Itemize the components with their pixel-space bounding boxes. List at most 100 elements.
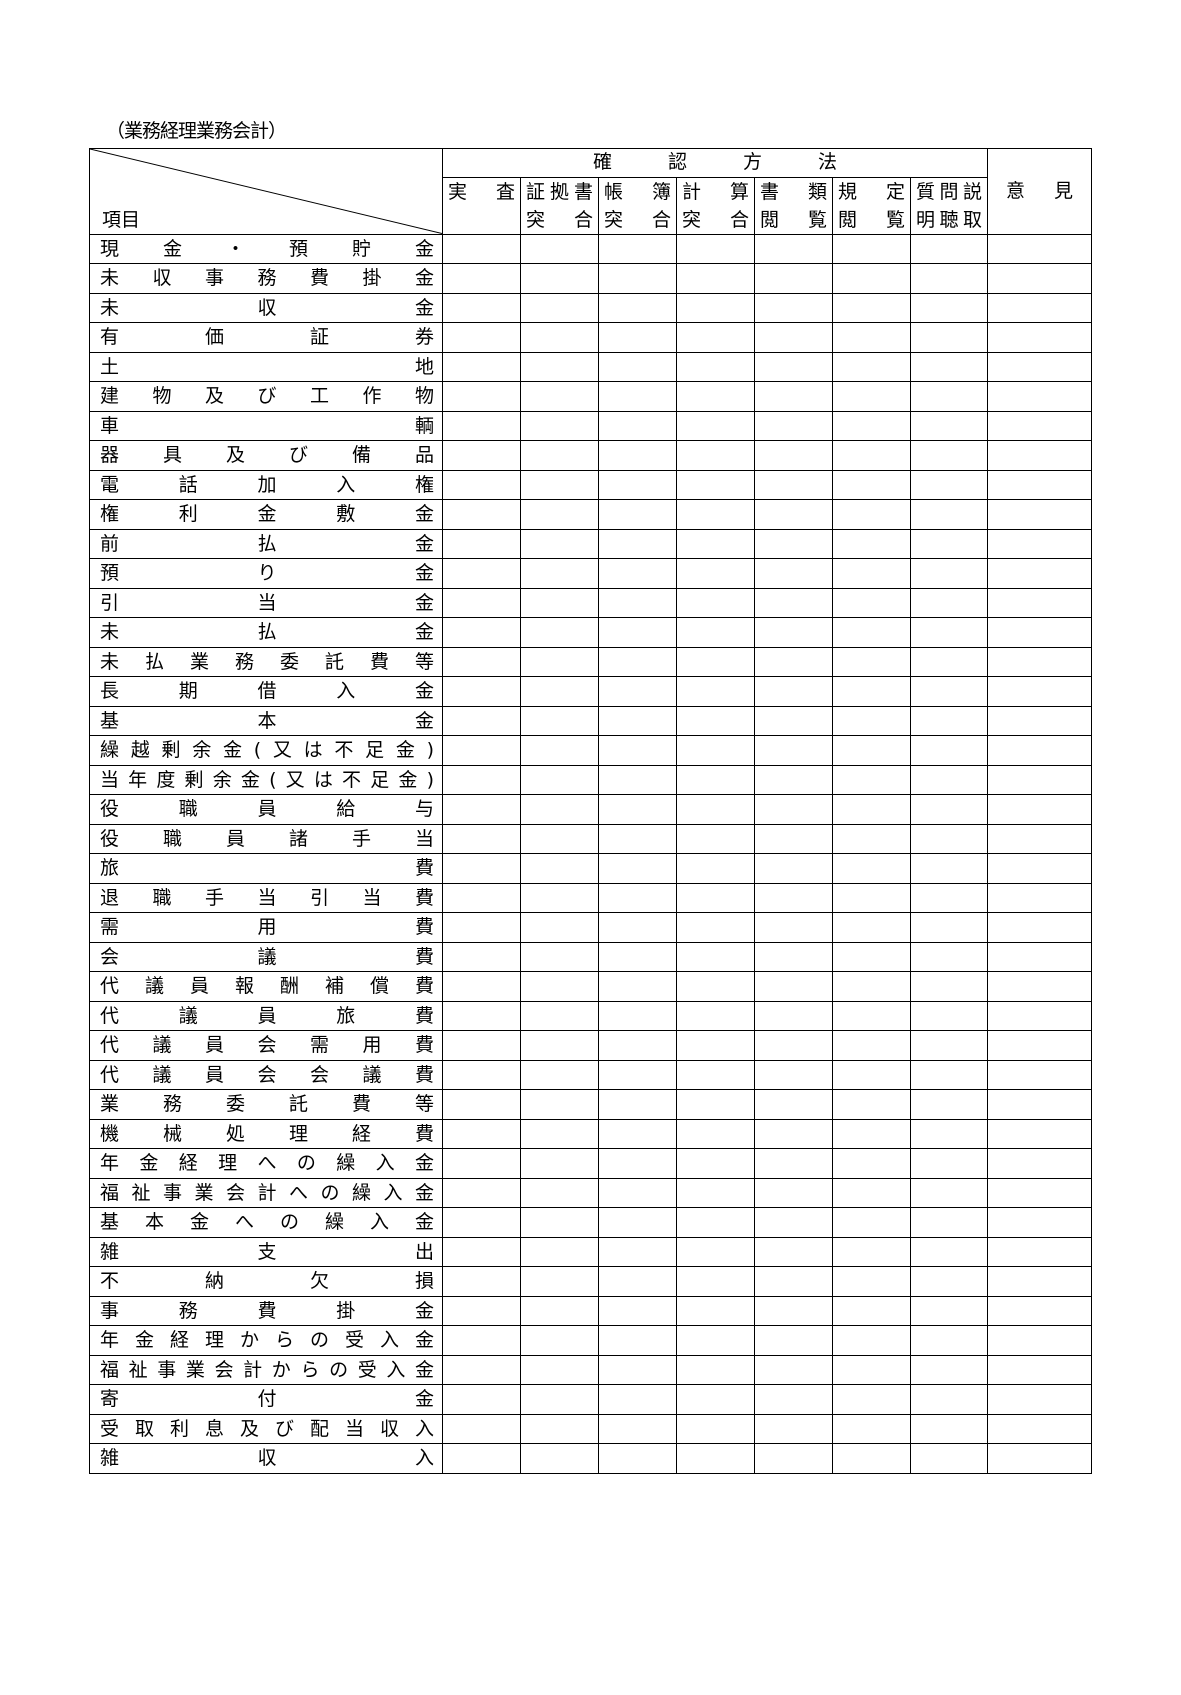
method-check-cell[interactable] [910,705,988,736]
opinion-cell[interactable] [987,1413,1092,1444]
method-check-cell[interactable] [520,617,599,648]
method-check-cell[interactable] [910,322,988,353]
method-check-cell[interactable] [676,440,755,471]
method-check-cell[interactable] [598,971,677,1002]
method-check-cell[interactable] [754,794,833,825]
method-check-cell[interactable] [832,941,911,972]
method-check-cell[interactable] [520,1413,599,1444]
method-check-cell[interactable] [676,646,755,677]
method-check-cell[interactable] [676,1443,755,1474]
method-check-cell[interactable] [442,1413,521,1444]
method-check-cell[interactable] [832,263,911,294]
method-check-cell[interactable] [910,1089,988,1120]
opinion-cell[interactable] [987,794,1092,825]
method-check-cell[interactable] [832,1207,911,1238]
opinion-cell[interactable] [987,587,1092,618]
opinion-cell[interactable] [987,1295,1092,1326]
method-check-cell[interactable] [676,882,755,913]
method-check-cell[interactable] [598,617,677,648]
method-check-cell[interactable] [442,1236,521,1267]
method-check-cell[interactable] [676,469,755,500]
method-check-cell[interactable] [754,1089,833,1120]
method-check-cell[interactable] [754,1059,833,1090]
method-check-cell[interactable] [598,705,677,736]
method-check-cell[interactable] [676,1207,755,1238]
method-check-cell[interactable] [832,1236,911,1267]
method-check-cell[interactable] [442,351,521,382]
method-check-cell[interactable] [520,794,599,825]
method-check-cell[interactable] [832,1030,911,1061]
method-check-cell[interactable] [598,646,677,677]
method-check-cell[interactable] [754,322,833,353]
method-check-cell[interactable] [598,1030,677,1061]
method-check-cell[interactable] [442,794,521,825]
method-check-cell[interactable] [676,1148,755,1179]
method-check-cell[interactable] [598,1207,677,1238]
method-check-cell[interactable] [520,528,599,559]
method-check-cell[interactable] [442,853,521,884]
method-check-cell[interactable] [442,587,521,618]
method-check-cell[interactable] [598,322,677,353]
method-check-cell[interactable] [832,1443,911,1474]
method-check-cell[interactable] [442,882,521,913]
method-check-cell[interactable] [832,351,911,382]
method-check-cell[interactable] [754,1207,833,1238]
method-check-cell[interactable] [832,322,911,353]
method-check-cell[interactable] [520,410,599,441]
method-check-cell[interactable] [832,1384,911,1415]
method-check-cell[interactable] [676,1059,755,1090]
method-check-cell[interactable] [832,587,911,618]
method-check-cell[interactable] [520,1207,599,1238]
method-check-cell[interactable] [754,676,833,707]
method-check-cell[interactable] [442,1207,521,1238]
opinion-cell[interactable] [987,381,1092,412]
method-check-cell[interactable] [832,1059,911,1090]
method-check-cell[interactable] [832,558,911,589]
method-check-cell[interactable] [520,882,599,913]
method-check-cell[interactable] [754,292,833,323]
method-check-cell[interactable] [520,1384,599,1415]
method-check-cell[interactable] [598,1443,677,1474]
method-check-cell[interactable] [754,1413,833,1444]
method-check-cell[interactable] [832,440,911,471]
method-check-cell[interactable] [754,764,833,795]
method-check-cell[interactable] [442,646,521,677]
method-check-cell[interactable] [442,823,521,854]
opinion-cell[interactable] [987,735,1092,766]
method-check-cell[interactable] [442,1089,521,1120]
opinion-cell[interactable] [987,292,1092,323]
method-check-cell[interactable] [598,1325,677,1356]
method-check-cell[interactable] [910,587,988,618]
method-check-cell[interactable] [676,1354,755,1385]
method-check-cell[interactable] [676,971,755,1002]
method-check-cell[interactable] [598,263,677,294]
opinion-cell[interactable] [987,1443,1092,1474]
method-check-cell[interactable] [598,882,677,913]
method-check-cell[interactable] [910,1266,988,1297]
method-check-cell[interactable] [442,705,521,736]
method-check-cell[interactable] [442,1443,521,1474]
method-check-cell[interactable] [754,971,833,1002]
method-check-cell[interactable] [676,558,755,589]
opinion-cell[interactable] [987,1089,1092,1120]
method-check-cell[interactable] [754,646,833,677]
method-check-cell[interactable] [442,410,521,441]
method-check-cell[interactable] [442,528,521,559]
method-check-cell[interactable] [442,912,521,943]
method-check-cell[interactable] [442,1030,521,1061]
method-check-cell[interactable] [910,912,988,943]
method-check-cell[interactable] [598,469,677,500]
method-check-cell[interactable] [598,1295,677,1326]
method-check-cell[interactable] [910,1207,988,1238]
method-check-cell[interactable] [598,587,677,618]
method-check-cell[interactable] [520,1089,599,1120]
method-check-cell[interactable] [754,617,833,648]
method-check-cell[interactable] [520,853,599,884]
method-check-cell[interactable] [520,705,599,736]
method-check-cell[interactable] [910,1443,988,1474]
method-check-cell[interactable] [520,322,599,353]
method-check-cell[interactable] [598,1059,677,1090]
method-check-cell[interactable] [910,1000,988,1031]
method-check-cell[interactable] [910,440,988,471]
method-check-cell[interactable] [754,1000,833,1031]
